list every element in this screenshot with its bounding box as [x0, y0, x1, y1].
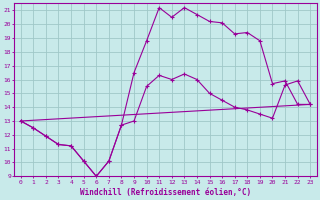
X-axis label: Windchill (Refroidissement éolien,°C): Windchill (Refroidissement éolien,°C) — [80, 188, 251, 197]
